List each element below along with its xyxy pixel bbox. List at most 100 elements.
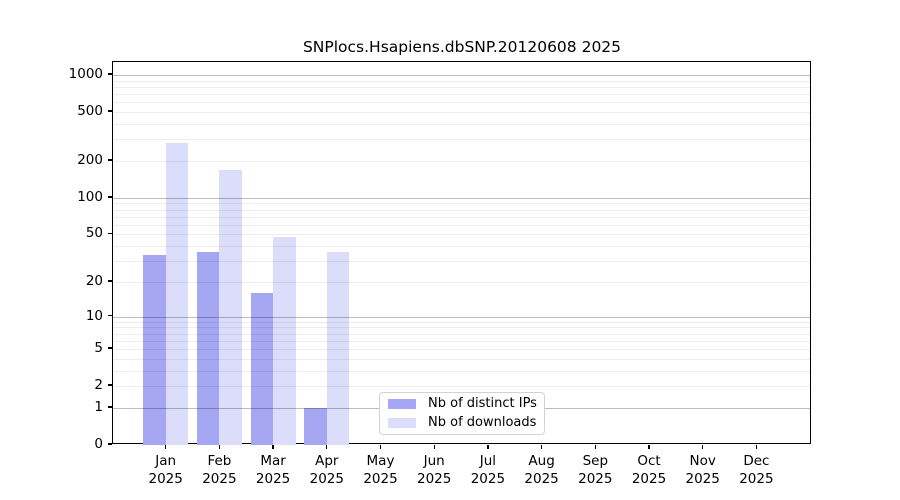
gridline-minor bbox=[113, 281, 810, 283]
x-tick-mark bbox=[540, 445, 543, 449]
gridline-minor bbox=[113, 161, 810, 163]
x-tick-label-line: 2025 bbox=[685, 470, 720, 487]
gridline-minor bbox=[113, 80, 810, 82]
gridline-minor bbox=[113, 340, 810, 342]
y-tick-label: 1000 bbox=[68, 66, 103, 83]
y-tick-label: 1 bbox=[94, 398, 103, 415]
x-tick-mark bbox=[272, 445, 274, 449]
gridline-minor bbox=[113, 203, 810, 205]
gridline-minor bbox=[113, 349, 810, 351]
x-tick-label-line: Feb bbox=[207, 453, 232, 469]
gridline-minor bbox=[113, 370, 810, 372]
x-tick-label-may: May 2025 bbox=[346, 453, 416, 488]
gridline-minor bbox=[113, 94, 810, 96]
y-tick-label: 200 bbox=[77, 152, 103, 169]
x-tick-mark bbox=[594, 445, 596, 449]
chart-title: SNPlocs.Hsapiens.dbSNP.20120608 2025 bbox=[302, 38, 622, 56]
x-tick-mark bbox=[326, 445, 328, 449]
x-tick-mark bbox=[433, 445, 435, 449]
gridline-minor bbox=[113, 261, 810, 263]
gridline-major bbox=[113, 316, 810, 318]
y-tick-mark bbox=[108, 159, 112, 161]
bar-distinct-ips-feb bbox=[196, 251, 220, 445]
y-tick-mark bbox=[108, 314, 112, 317]
x-tick-mark bbox=[702, 445, 704, 449]
y-tick-mark bbox=[108, 384, 112, 386]
gridline-minor bbox=[113, 246, 810, 248]
gridline-minor bbox=[113, 139, 810, 141]
x-tick-label-jun: Jun 2025 bbox=[399, 453, 469, 488]
x-tick-label-line: 2025 bbox=[148, 470, 183, 487]
x-tick-label-line: Oct bbox=[637, 453, 661, 469]
x-tick-label-line: Sep bbox=[582, 453, 609, 469]
x-tick-label-line: 2025 bbox=[578, 470, 613, 487]
y-tick-mark bbox=[108, 232, 112, 235]
x-tick-mark bbox=[487, 445, 489, 449]
x-tick-label-line: 2025 bbox=[309, 470, 344, 487]
x-tick-label-line: May bbox=[366, 453, 395, 469]
legend-label-distinct-ips: Nb of distinct IPs bbox=[428, 396, 537, 412]
gridline-minor bbox=[113, 86, 810, 88]
bar-distinct-ips-apr bbox=[304, 407, 327, 445]
gridline-minor bbox=[113, 321, 810, 323]
x-tick-mark bbox=[648, 445, 650, 449]
x-tick-label-oct: Oct 2025 bbox=[614, 453, 684, 488]
x-tick-label-line: 2025 bbox=[417, 470, 452, 487]
y-tick-label: 2 bbox=[94, 377, 103, 394]
y-tick-label: 5 bbox=[94, 340, 103, 357]
x-tick-mark bbox=[165, 445, 167, 449]
x-tick-mark bbox=[379, 445, 382, 449]
gridline-minor bbox=[113, 209, 810, 211]
gridline-minor bbox=[113, 358, 810, 360]
bar-downloads-apr bbox=[326, 251, 350, 445]
x-tick-label-line: 2025 bbox=[739, 470, 774, 487]
x-tick-label-feb: Feb 2025 bbox=[184, 453, 254, 488]
y-tick-label: 500 bbox=[77, 103, 103, 120]
y-tick-label: 100 bbox=[77, 188, 103, 205]
x-tick-label-line: 2025 bbox=[202, 470, 237, 487]
x-tick-mark bbox=[218, 445, 221, 449]
gridline-minor bbox=[113, 234, 810, 236]
gridline-minor bbox=[113, 124, 810, 126]
y-tick-mark bbox=[108, 110, 112, 112]
y-tick-mark bbox=[108, 443, 112, 445]
gridline-minor bbox=[113, 327, 810, 329]
x-tick-label-line: Dec bbox=[743, 453, 770, 469]
x-tick-mark bbox=[755, 445, 758, 449]
legend-label-downloads: Nb of downloads bbox=[428, 414, 537, 430]
x-tick-label-line: Nov bbox=[689, 453, 716, 469]
x-tick-label-dec: Dec 2025 bbox=[721, 453, 791, 488]
legend-item-distinct-ips: Nb of distinct IPs bbox=[380, 397, 544, 411]
x-tick-label-line: Apr bbox=[315, 453, 339, 469]
x-tick-label-aug: Aug 2025 bbox=[507, 453, 577, 488]
bar-distinct-ips-jan bbox=[143, 254, 166, 445]
x-tick-label-sep: Sep 2025 bbox=[560, 453, 630, 488]
y-tick-label: 0 bbox=[94, 436, 103, 452]
x-tick-label-jul: Jul 2025 bbox=[453, 453, 523, 488]
legend-swatch-distinct-ips-icon bbox=[388, 399, 416, 410]
legend-item-downloads: Nb of downloads bbox=[380, 414, 544, 430]
y-tick-mark bbox=[108, 347, 112, 349]
x-tick-label-line: Jul bbox=[479, 453, 497, 469]
legend: Nb of distinct IPs Nb of downloads bbox=[379, 392, 545, 435]
y-tick-mark bbox=[108, 196, 112, 198]
gridline-major bbox=[113, 75, 810, 77]
x-tick-label-line: 2025 bbox=[470, 470, 506, 487]
gridline-minor bbox=[113, 112, 810, 114]
y-tick-mark bbox=[108, 406, 112, 408]
x-tick-label-line: 2025 bbox=[524, 470, 559, 487]
y-tick-mark bbox=[108, 73, 112, 75]
y-tick-label: 20 bbox=[85, 272, 103, 289]
gridline-major bbox=[113, 197, 810, 199]
x-tick-label-line: 2025 bbox=[631, 470, 667, 487]
bar-downloads-mar bbox=[273, 236, 296, 445]
bar-downloads-jan bbox=[165, 143, 189, 445]
plot-area bbox=[112, 61, 811, 445]
gridline-minor bbox=[113, 216, 810, 218]
x-tick-label-jan: Jan 2025 bbox=[131, 453, 201, 488]
gridline-minor bbox=[113, 386, 810, 388]
bar-downloads-feb bbox=[219, 169, 242, 445]
x-tick-label-mar: Mar 2025 bbox=[238, 453, 308, 488]
gridline-minor bbox=[113, 333, 810, 335]
